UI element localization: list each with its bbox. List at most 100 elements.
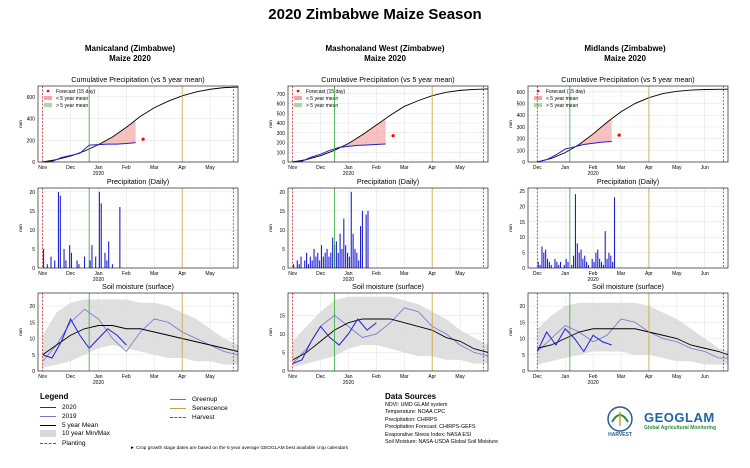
r1-p1-ytick: 400: [27, 117, 36, 123]
r3-p2-xtick: Jan: [561, 271, 569, 277]
r2-p3-2019-line: [292, 307, 489, 364]
r1-p3-xtick: Apr: [178, 374, 186, 380]
r2-p2-bar: [360, 226, 362, 268]
r2-p2-bar: [339, 233, 341, 268]
r3-p2-bar: [597, 249, 599, 268]
r1-p3-ytick: 10: [29, 337, 35, 343]
r2-p2-xtick: Nov: [288, 271, 297, 277]
r1-p2-ytick: 0: [32, 266, 35, 272]
r3-p3-xtick: Dec: [533, 374, 542, 380]
legend: Legend 2020 2019 5 year Mean 10 year Min…: [40, 392, 340, 462]
r1-p3-frame: [37, 292, 239, 372]
r1-p1-xtick: Dec: [66, 165, 75, 171]
r3-p1-ytick: 400: [517, 113, 526, 119]
r2-p2-bar: [304, 260, 306, 268]
harvest-logo-text: HARVEST: [608, 432, 632, 438]
r3-p2-bar: [558, 264, 560, 268]
r2-p2-title: Precipitation (Daily): [357, 177, 419, 186]
r2-p2-bar: [346, 252, 349, 268]
r2-p2-bar: [322, 256, 324, 268]
r2-p2-bar: [348, 256, 350, 268]
r2-p3-ytick: 0: [282, 369, 285, 375]
r3-p1-ytick: 600: [517, 90, 526, 96]
r2-p2-bar: [367, 210, 369, 268]
r3-p3-frame: [527, 292, 729, 372]
legend-swatch-2019: [40, 416, 56, 417]
r1-p3-2019-line: [42, 308, 239, 362]
r1-p2-bar: [59, 195, 61, 268]
r3-p3-ytick: 0: [522, 369, 525, 375]
r3-p2-bar: [584, 255, 586, 268]
r1-p2-xtick: Dec: [66, 271, 75, 277]
sources-heading: Data Sources: [385, 392, 437, 401]
r2-p2-bar: [313, 248, 315, 268]
r2-p2-bar: [307, 264, 310, 268]
legend-item-greenup: Greenup: [170, 396, 217, 403]
harvest-logo-icon: [607, 406, 633, 432]
region-title-1: Manicaland (Zimbabwe) Maize 2020: [30, 44, 230, 64]
r3-p1-legend-below-swatch: [534, 96, 542, 100]
r2-p1-legend-above-swatch: [294, 103, 302, 107]
r3-p2-bar: [593, 261, 595, 268]
r1-p2-ytick: 5: [32, 247, 35, 253]
r3-p2-bar: [545, 249, 547, 268]
r1-p2-xtick: Jan: [94, 271, 102, 277]
r1-p3-minmax-band: [42, 299, 239, 368]
r1-p1-below-mean-area: [42, 120, 136, 162]
r2-p1-xtick: Feb: [372, 165, 381, 171]
r2-p2-bar: [356, 252, 358, 268]
r2-p1-ytick: 300: [277, 131, 286, 137]
r3-p1-title: Cumulative Precipitation (vs 5 year mean…: [561, 75, 694, 84]
r2-p2-bar: [320, 245, 323, 268]
r1-p1-xtick: Mar: [150, 165, 159, 171]
r2-p1-xtick: Dec: [316, 165, 325, 171]
r2-p2-bar: [352, 233, 354, 268]
r1-p1-ytick: 200: [27, 138, 36, 144]
r2-p1-mean-line: [292, 88, 489, 163]
r3-p2-bar: [567, 261, 569, 268]
r2-p2-bar: [358, 260, 360, 268]
source-line: Precipitation: CHIRPS: [385, 416, 438, 423]
r1-p3-ylabel: mm: [18, 328, 23, 336]
r1-p3-ytick: 5: [32, 353, 35, 359]
r3-p1-ytick: 500: [517, 102, 526, 108]
legend-swatch-planting: [40, 443, 56, 444]
r1-p2-bar: [104, 252, 106, 268]
r1-p2-ylabel: mm: [18, 224, 23, 232]
r2-p1-legend-below: < 5 year mean: [306, 96, 338, 102]
r1-p2-bar: [98, 191, 100, 268]
r2-p2-xtick: Feb: [372, 271, 381, 277]
r2-p1-ytick: 500: [277, 111, 286, 117]
r3-p1-xtick: Feb: [589, 165, 598, 171]
r2-p1-xtick: Apr: [428, 165, 436, 171]
legend-label-harvest: Harvest: [192, 414, 215, 421]
r3-p2-bar: [599, 258, 601, 268]
r2-p2-bar: [332, 237, 334, 268]
r1-p3-xtick: Nov: [38, 374, 47, 380]
r2-p1-frame: [287, 85, 489, 163]
r1-p1-xtick: Nov: [38, 165, 47, 171]
r1-p2-bar: [83, 256, 86, 268]
r3-p3-xtick: Mar: [617, 374, 626, 380]
legend-label-senescence: Senescence: [192, 405, 228, 412]
r2-p1-ytick: 600: [277, 102, 286, 108]
r1-p2-bar: [89, 260, 91, 268]
r2-p2-bar: [343, 218, 345, 268]
r2-p1-below-mean-area: [292, 118, 386, 162]
r3-p1-legend-forecast: Forecast (15 day): [546, 89, 586, 95]
legend-swatch-senescence: [170, 408, 186, 409]
r3-p2-ytick: 10: [519, 235, 525, 241]
geoglam-logo: GEOGLAM Global Agricultural Monitoring: [644, 410, 744, 431]
r1-p2-bar: [119, 207, 121, 268]
legend-swatch-greenup: [170, 399, 186, 400]
r3-p3-xtick: Jun: [701, 374, 709, 380]
r3-p2-bar: [560, 261, 562, 268]
r3-p2-bar: [610, 255, 612, 268]
r2-p1-ytick: 100: [277, 150, 286, 156]
r3-p2-bar: [554, 258, 556, 268]
r3-p2-bar: [537, 261, 539, 268]
legend-footnote: ► Crop growth stage dates are based on t…: [130, 446, 349, 451]
r3-p3-ytick: 15: [519, 320, 525, 326]
r1-p1-title: Cumulative Precipitation (vs 5 year mean…: [71, 75, 204, 84]
